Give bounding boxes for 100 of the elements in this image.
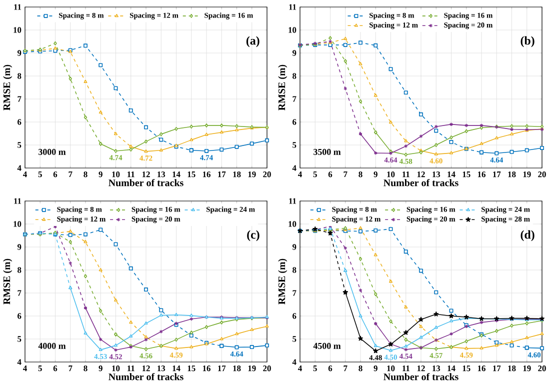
x-tick-label: 19 — [248, 172, 256, 178]
x-tick-label: 4 — [298, 172, 302, 178]
y-tick-label: 5 — [18, 142, 22, 148]
x-tick-label: 9 — [98, 366, 102, 372]
annotation: 3000 m — [38, 148, 66, 155]
x-tick-label: 9 — [374, 366, 378, 372]
x-tick-label: 11 — [402, 366, 410, 372]
y-tick-label: 4 — [17, 359, 22, 365]
annotation: (d) — [520, 230, 534, 242]
x-tick-label: 16 — [478, 366, 486, 372]
x-tick-label: 6 — [53, 366, 58, 372]
x-tick-label: 14 — [448, 172, 456, 178]
y-tick-label: 10 — [14, 221, 22, 227]
x-tick-label: 11 — [128, 366, 134, 372]
annotation: (c) — [247, 230, 260, 242]
x-tick-label: 8 — [358, 172, 362, 178]
x-tick-label: 20 — [263, 172, 271, 178]
x-tick-label: 16 — [202, 366, 210, 372]
y-tick-label: 9 — [292, 50, 296, 56]
y-tick-label: 5 — [292, 142, 296, 148]
x-tick-label: 10 — [387, 366, 395, 372]
x-tick-label: 14 — [172, 172, 180, 178]
x-tick-label: 20 — [263, 366, 271, 372]
x-tick-label: 14 — [172, 366, 180, 372]
x-tick-label: 5 — [313, 172, 317, 178]
x-tick-label: 12 — [417, 172, 425, 178]
annotation: (b) — [520, 36, 534, 48]
y-tick-label: 11 — [289, 198, 296, 204]
x-tick-label: 12 — [142, 366, 150, 372]
x-tick-label: 4 — [298, 366, 302, 372]
x-tick-label: 13 — [432, 366, 440, 372]
x-tick-label: 13 — [158, 366, 166, 372]
x-tick-label: 6 — [328, 172, 332, 178]
x-tick-label: 11 — [128, 172, 134, 178]
x-tick-label: 8 — [84, 172, 88, 178]
x-tick-label: 18 — [233, 172, 241, 178]
x-tick-label: 7 — [68, 366, 72, 372]
x-tick-label: 13 — [432, 172, 440, 178]
y-tick-label: 8 — [292, 267, 296, 273]
y-tick-label: 8 — [18, 73, 22, 79]
x-tick-label: 18 — [508, 366, 516, 372]
x-tick-label: 20 — [538, 172, 546, 178]
x-tick-label: 15 — [188, 366, 196, 372]
y-tick-label: 8 — [292, 73, 296, 79]
x-tick-label: 17 — [218, 366, 226, 372]
y-tick-label: 7 — [18, 290, 22, 296]
x-tick-label: 19 — [248, 366, 256, 372]
y-axis-title: RMSE (m) — [278, 258, 288, 304]
y-tick-label: 11 — [14, 4, 22, 10]
y-tick-label: 5 — [292, 336, 296, 342]
y-tick-label: 6 — [292, 313, 296, 319]
y-tick-label: 7 — [18, 96, 22, 102]
x-tick-label: 6 — [53, 172, 58, 178]
x-tick-label: 7 — [68, 172, 72, 178]
x-axis-title: Number of tracks — [108, 179, 184, 186]
x-tick-label: 12 — [417, 366, 425, 372]
y-tick-label: 6 — [18, 313, 22, 319]
x-tick-label: 6 — [328, 366, 332, 372]
x-tick-label: 15 — [462, 172, 470, 178]
y-tick-label: 8 — [18, 267, 22, 273]
x-tick-label: 17 — [493, 172, 501, 178]
x-tick-label: 18 — [508, 172, 516, 178]
annotation: (a) — [246, 36, 260, 48]
x-tick-label: 17 — [493, 366, 501, 372]
x-tick-label: 10 — [112, 366, 120, 372]
x-tick-label: 20 — [538, 366, 546, 372]
y-tick-label: 6 — [18, 119, 22, 125]
y-tick-label: 10 — [14, 27, 22, 33]
x-tick-label: 4 — [22, 366, 27, 372]
y-tick-label: 9 — [292, 244, 296, 250]
annotation: 3500 m — [314, 148, 341, 155]
x-tick-label: 8 — [358, 366, 362, 372]
y-tick-label: 4 — [292, 359, 296, 365]
x-tick-label: 18 — [233, 366, 241, 372]
x-tick-label: 7 — [344, 366, 348, 372]
x-tick-label: 15 — [462, 366, 470, 372]
x-axis-title: Number of tracks — [108, 373, 184, 380]
x-tick-label: 10 — [387, 172, 395, 178]
y-tick-label: 4 — [292, 165, 296, 171]
y-tick-label: 5 — [18, 336, 22, 342]
x-tick-label: 17 — [218, 172, 226, 178]
x-tick-label: 14 — [448, 366, 456, 372]
annotation: 4000 m — [38, 342, 66, 349]
x-tick-label: 9 — [98, 172, 102, 178]
y-tick-label: 7 — [292, 96, 296, 102]
x-tick-label: 19 — [523, 366, 531, 372]
y-tick-label: 7 — [292, 290, 296, 296]
y-tick-label: 10 — [288, 27, 296, 33]
y-tick-label: 6 — [292, 119, 296, 125]
y-axis-title: RMSE (m) — [3, 258, 12, 304]
x-tick-label: 4 — [22, 172, 27, 178]
y-tick-label: 11 — [289, 4, 296, 10]
x-tick-label: 5 — [313, 366, 317, 372]
x-tick-label: 12 — [142, 172, 150, 178]
x-tick-label: 7 — [344, 172, 348, 178]
x-tick-label: 13 — [158, 172, 166, 178]
x-tick-label: 5 — [38, 172, 42, 178]
x-tick-label: 8 — [84, 366, 88, 372]
x-tick-label: 10 — [112, 172, 120, 178]
x-tick-label: 16 — [478, 172, 486, 178]
